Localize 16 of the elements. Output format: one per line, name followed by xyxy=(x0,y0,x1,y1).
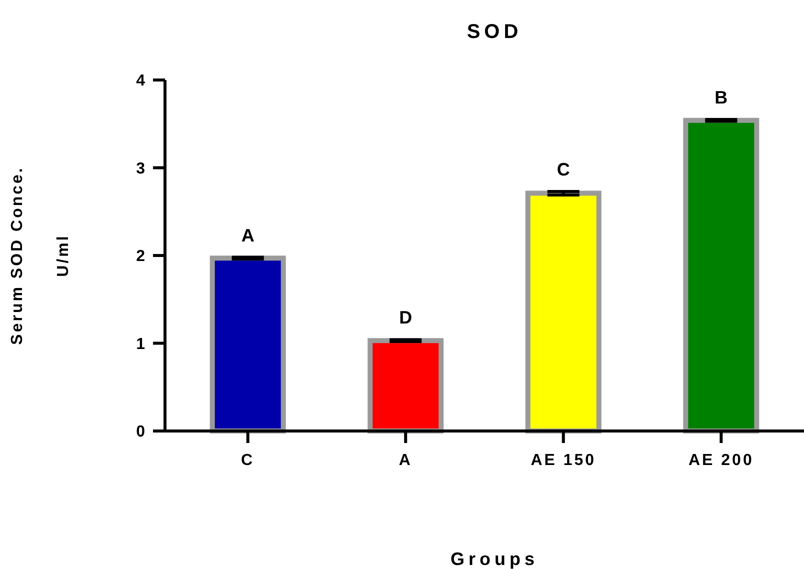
annotation: C xyxy=(556,159,570,180)
y-tick-label: 4 xyxy=(136,72,146,90)
chart-title: SOD xyxy=(466,21,522,43)
annotation: A xyxy=(241,225,254,246)
x-tick-label: AE 150 xyxy=(530,452,596,469)
y-tick-label: 3 xyxy=(136,160,146,178)
x-tick-label: A xyxy=(398,452,412,469)
x-axis-title: Groups xyxy=(450,549,539,569)
x-tick-label: C xyxy=(241,452,255,469)
annotation: B xyxy=(714,87,728,108)
y-tick-label: 1 xyxy=(136,336,146,353)
x-tick-label: AE 200 xyxy=(688,452,754,469)
annotation: D xyxy=(399,308,412,328)
y-tick-label: 0 xyxy=(136,424,146,441)
y-tick-label: 2 xyxy=(136,248,146,266)
text: Serum SOD Conce. U/ml xyxy=(9,166,72,345)
